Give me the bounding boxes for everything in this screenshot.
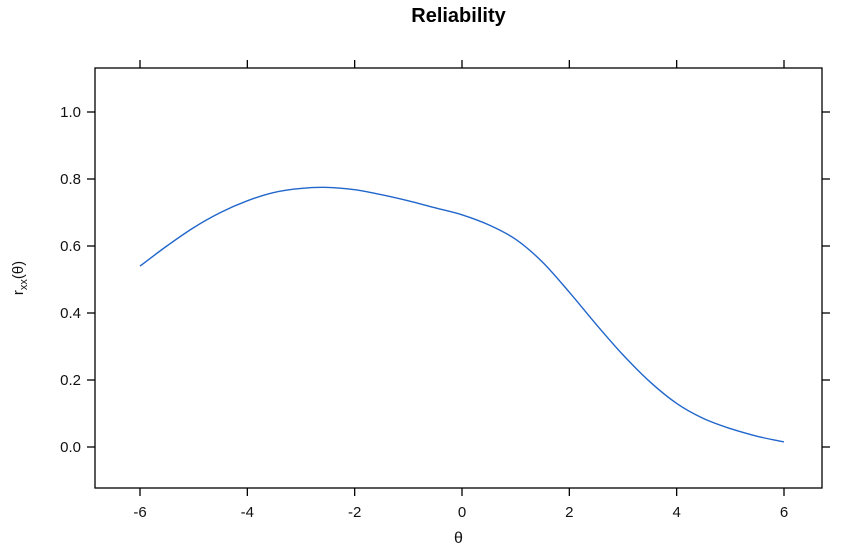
x-tick-label: -4	[241, 504, 254, 521]
x-tick-label: 4	[672, 504, 680, 521]
chart-title: Reliability	[411, 5, 506, 27]
y-tick-label: 0.4	[60, 305, 81, 322]
y-axis-label: rxx(θ)	[10, 261, 30, 295]
x-tick-label: 6	[780, 504, 788, 521]
y-tick-label: 0.8	[60, 171, 81, 188]
y-label-base: r	[10, 290, 27, 296]
x-tick-label: -2	[348, 504, 361, 521]
x-axis-label: θ	[454, 530, 463, 547]
y-label-rest: (θ)	[10, 260, 27, 280]
x-tick-label: -6	[133, 504, 146, 521]
y-tick-label: 1.0	[60, 104, 81, 121]
y-label-subscript: xx	[18, 279, 30, 291]
x-tick-label: 2	[565, 504, 573, 521]
y-tick-label: 0.0	[60, 439, 81, 456]
reliability-curve	[139, 186, 785, 443]
y-tick-label: 0.6	[60, 238, 81, 255]
plot-box	[94, 67, 823, 489]
y-tick-label: 0.2	[60, 372, 81, 389]
x-tick-label: 0	[458, 504, 466, 521]
